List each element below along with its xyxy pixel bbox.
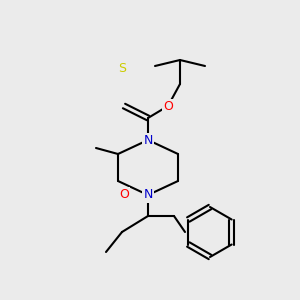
Text: O: O xyxy=(119,188,129,200)
Text: N: N xyxy=(143,134,153,146)
Text: N: N xyxy=(143,188,153,202)
Text: O: O xyxy=(163,100,173,112)
Text: S: S xyxy=(118,61,126,74)
